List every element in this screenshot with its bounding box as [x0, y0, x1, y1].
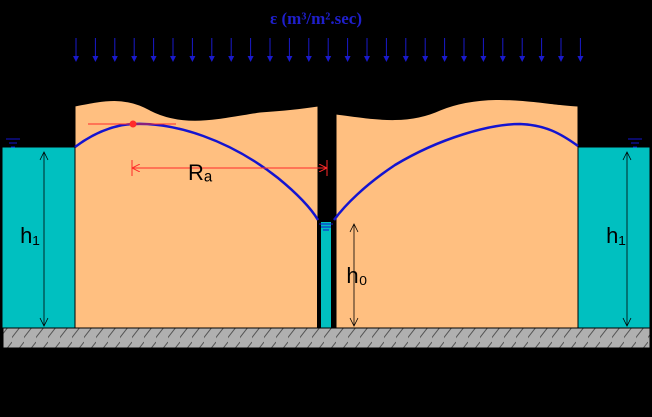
rain-arrow-head [150, 56, 157, 62]
rain-arrow-head [441, 56, 448, 62]
rain-arrow-head [577, 56, 584, 62]
h1-right-dimension [622, 151, 632, 327]
right-water-body [577, 146, 651, 329]
water-level-marker-left [6, 138, 20, 148]
water-table-curve [74, 122, 579, 221]
h0-label: h₀ [346, 263, 367, 288]
h0-dimension [349, 223, 359, 327]
radius-label: Rₐ [188, 160, 213, 185]
rain-arrows [73, 38, 584, 62]
rain-arrow-head [208, 56, 215, 62]
rain-arrow-head [267, 56, 273, 62]
rain-arrow-head [364, 56, 370, 62]
rain-arrow-head [305, 56, 312, 62]
rain-arrow-head [131, 56, 138, 62]
left-water-body [1, 146, 76, 329]
rain-arrow-head [228, 56, 235, 62]
rain-arrow-head [286, 56, 293, 62]
rain-arrow-head [170, 56, 176, 62]
rain-arrow-head [422, 56, 429, 62]
h1-left-dimension [39, 151, 49, 327]
bedrock-layer [2, 327, 651, 349]
rain-arrow-head [558, 56, 564, 62]
rain-arrow-head [325, 56, 332, 62]
rain-arrow-head [189, 56, 196, 62]
rain-rate-label: ε (m³/m².sec) [270, 9, 362, 28]
water-level-marker-well [319, 223, 333, 231]
rain-arrow-head [92, 56, 99, 62]
rain-arrow-head [73, 56, 79, 62]
mound-peak-point [129, 120, 137, 128]
rain-arrow-head [519, 56, 526, 62]
rain-arrow-head [461, 56, 467, 62]
well-water [321, 222, 331, 328]
rain-arrow-head [383, 56, 390, 62]
rain-arrow-head [111, 56, 118, 62]
water-level-marker-right [628, 138, 642, 148]
h1-right-label: h₁ [606, 223, 626, 248]
rain-arrow-head [499, 56, 506, 62]
left-soil-block [74, 100, 319, 329]
rain-arrow-head [402, 56, 409, 62]
rain-arrow-head [480, 56, 487, 62]
h1-left-label: h₁ [20, 223, 40, 248]
rain-arrow-head [344, 56, 351, 62]
right-soil-block [335, 99, 579, 329]
rain-arrow-head [538, 56, 545, 62]
rain-arrow-head [247, 56, 254, 62]
